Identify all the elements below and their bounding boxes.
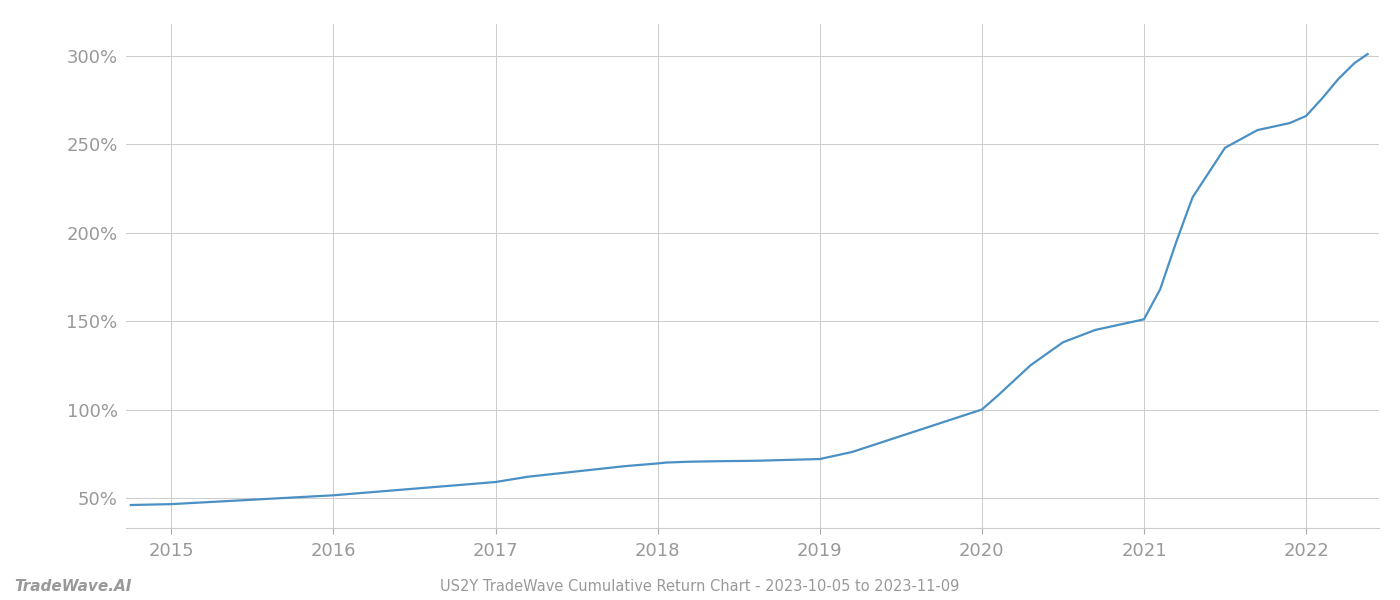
Text: US2Y TradeWave Cumulative Return Chart - 2023-10-05 to 2023-11-09: US2Y TradeWave Cumulative Return Chart -… bbox=[441, 579, 959, 594]
Text: TradeWave.AI: TradeWave.AI bbox=[14, 579, 132, 594]
